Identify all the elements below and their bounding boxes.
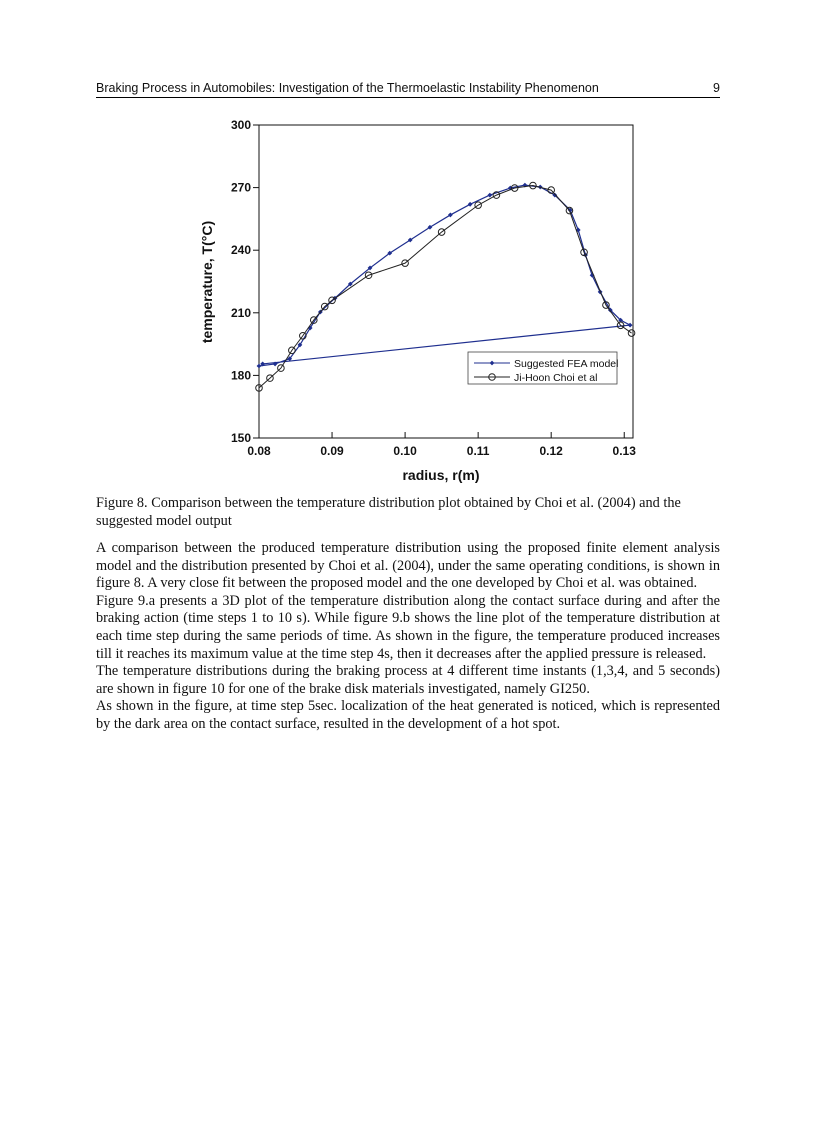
data-point [616,321,625,330]
x-tick-label: 0.12 [540,444,564,458]
legend-box [467,351,618,385]
data-point [529,181,537,190]
data-point [256,363,262,369]
paragraph: A comparison between the produced temper… [96,540,720,592]
data-point [407,237,413,243]
body-text: A comparison between the produced temper… [96,540,720,734]
data-point [447,212,453,218]
data-point [364,271,373,280]
data-point [255,384,263,392]
paragraph: Figure 9.a presents a 3D plot of the tem… [96,592,720,662]
data-point [547,186,555,194]
series-line [258,184,633,367]
data-point [260,361,266,367]
data-point [627,329,636,337]
paragraph: As shown in the figure, at time step 5se… [96,698,720,732]
y-tick-label: 210 [231,306,251,320]
data-point [437,228,446,236]
data-point [287,356,293,362]
y-axis-label: temperature, T(°C) [199,221,215,343]
paragraph: The temperature distributions during the… [96,663,720,697]
y-tick-label: 150 [231,431,251,445]
data-point [607,307,613,313]
data-point [328,296,336,305]
y-tick-label: 180 [231,368,251,382]
data-point [474,201,482,209]
data-point [552,192,558,198]
data-point [427,224,433,230]
running-header: Braking Process in Automobiles: Investig… [96,81,599,95]
data-point [387,250,393,256]
data-point [467,201,473,207]
data-point [347,281,353,287]
data-point [522,182,528,188]
data-point [401,259,409,267]
data-point [565,206,574,215]
data-point [266,374,274,382]
legend-marker [489,360,495,366]
x-tick-label: 0.08 [247,444,271,458]
plot-frame [258,124,634,439]
x-tick-label: 0.13 [613,444,637,458]
data-point [309,316,318,324]
legend-label: Suggested FEA model [514,358,618,370]
data-point [580,248,588,257]
data-point [277,364,285,372]
data-point [618,317,623,323]
data-point [320,302,329,311]
data-point [492,191,501,199]
data-point [627,322,633,328]
data-point [299,331,307,340]
x-tick-label: 0.09 [320,444,344,458]
data-point [602,301,610,309]
data-point [288,346,296,355]
series-line [258,185,632,389]
x-tick-label: 0.11 [467,444,490,458]
data-point [367,265,373,271]
data-point [487,192,493,198]
figure-caption: Figure 8. Comparison between the tempera… [96,495,681,529]
data-point [272,361,278,367]
data-point [297,342,303,348]
legend-label: Ji-Hoon Choi et al [514,372,597,384]
data-point [567,207,573,213]
legend-marker [488,373,496,381]
y-tick-label: 240 [231,243,251,257]
y-tick-label: 300 [231,118,251,132]
header-rule [96,97,720,98]
x-axis-label: radius, r(m) [402,467,479,483]
chart: radius, r(m) temperature, T(°C) 150 180 21… [199,118,637,483]
x-tick-label: 0.10 [393,444,417,458]
page-number: 9 [713,81,720,95]
y-tick-label: 270 [231,181,251,195]
data-point [510,184,519,192]
